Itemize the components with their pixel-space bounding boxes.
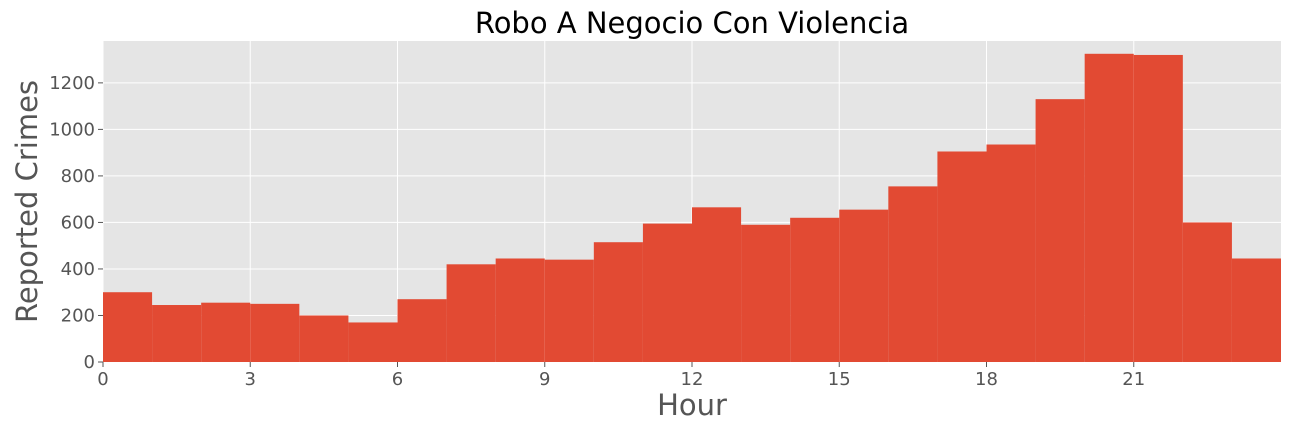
- x-tick-label: 3: [245, 369, 256, 390]
- x-tick-label: 21: [1122, 369, 1145, 390]
- x-axis-ticks: 0 3 6 9 12 15 18 21: [97, 362, 1145, 390]
- bar: [692, 207, 742, 362]
- bar: [103, 292, 153, 362]
- bar: [741, 224, 791, 362]
- bar: [348, 322, 398, 362]
- y-tick-label: 800: [61, 166, 95, 187]
- bar: [790, 217, 840, 362]
- y-axis-label: Reported Crimes: [10, 80, 44, 323]
- bar: [250, 303, 300, 362]
- bar: [839, 209, 889, 362]
- y-tick-label: 600: [61, 212, 95, 233]
- x-axis-label: Hour: [657, 388, 727, 422]
- bar: [152, 305, 202, 362]
- bar: [201, 302, 251, 362]
- y-tick-label: 1200: [49, 73, 95, 94]
- y-tick-label: 200: [61, 305, 95, 326]
- bar: [495, 258, 545, 362]
- x-tick-label: 18: [975, 369, 998, 390]
- bar: [299, 315, 349, 362]
- bar: [593, 242, 643, 362]
- x-tick-label: 9: [539, 369, 550, 390]
- x-tick-label: 6: [392, 369, 403, 390]
- x-tick-label: 12: [681, 369, 704, 390]
- y-tick-label: 400: [61, 259, 95, 280]
- x-tick-label: 0: [97, 369, 108, 390]
- bar: [1182, 222, 1232, 362]
- bar: [1231, 258, 1281, 362]
- y-axis-ticks: 0 200 400 600 800 1000 1200: [49, 73, 103, 373]
- bar: [937, 151, 987, 362]
- x-tick-label: 15: [828, 369, 851, 390]
- y-tick-label: 0: [84, 352, 95, 373]
- bar: [544, 259, 594, 362]
- bar: [1084, 53, 1134, 362]
- y-tick-label: 1000: [49, 119, 95, 140]
- bar: [1035, 99, 1085, 363]
- chart-title: Robo A Negocio Con Violencia: [475, 6, 909, 40]
- bar: [888, 186, 938, 362]
- bar: [397, 299, 447, 362]
- bar: [642, 223, 692, 362]
- bar: [986, 144, 1036, 362]
- bars: [103, 53, 1281, 363]
- bar: [1133, 54, 1183, 363]
- bar: [446, 264, 496, 362]
